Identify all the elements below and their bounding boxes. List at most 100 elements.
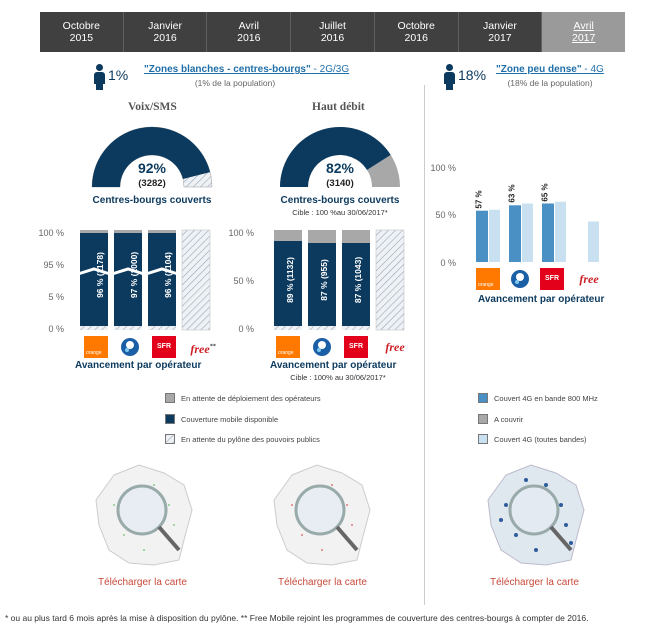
bouygues-logo	[121, 338, 139, 356]
map-4g[interactable]	[476, 455, 596, 575]
free-logo: free**	[190, 342, 216, 356]
legend-item: Couvert 4G en bande 800 MHz	[478, 393, 598, 403]
haut-gauge	[280, 127, 400, 187]
free-logo: free	[579, 272, 599, 286]
footnote: * ou au plus tard 6 mois après la mise à…	[5, 613, 589, 623]
timeline-tab[interactable]: Janvier 2017	[459, 12, 543, 52]
person-icon	[93, 64, 105, 90]
bar-4g-all-bands	[555, 201, 566, 262]
download-map-link[interactable]: Télécharger la carte	[490, 577, 579, 588]
bar-4g-all-bands	[588, 221, 599, 262]
timeline: Octobre 2015 Janvier 2016 Avril 2016 Juillet 20…	[40, 12, 626, 52]
axis-tick: 100 %	[430, 163, 456, 173]
bar-label: 65 %	[540, 182, 550, 202]
bar-label: 87 % (955)	[319, 259, 329, 301]
bar-covered	[148, 233, 176, 330]
voix-bar-chart	[77, 229, 211, 331]
axis-break	[111, 267, 145, 276]
download-map-link[interactable]: Télécharger la carte	[98, 577, 187, 588]
4g-bar-chart	[476, 201, 599, 262]
bar-pending-pylon	[148, 326, 176, 330]
map-haut[interactable]	[262, 455, 382, 575]
axis-tick: 0 %	[440, 258, 456, 268]
axis-tick: 5 %	[48, 292, 64, 302]
bar-covered	[308, 243, 336, 330]
legend-item: A couvrir	[478, 414, 523, 424]
sfr-logo: SFR	[152, 336, 176, 358]
progress-label: Avancement par opérateur	[270, 360, 397, 371]
bar-pending-pylon	[181, 229, 211, 331]
axis-tick: 100 %	[228, 228, 254, 238]
bar-covered	[80, 233, 108, 330]
bar-4g-all-bands	[489, 209, 500, 262]
voix-gauge-count: (3282)	[138, 178, 166, 189]
bar-covered	[114, 233, 142, 330]
magnifier-icon	[294, 484, 346, 536]
bar-pending-pylon	[375, 229, 405, 331]
legend-item: En attente de déploiement des opérateurs	[165, 393, 321, 403]
haut-gauge-count: (3140)	[326, 178, 354, 189]
timeline-tab[interactable]: Janvier 2016	[124, 12, 208, 52]
bouygues-logo	[511, 270, 529, 288]
zone1-pct: 1%	[108, 67, 129, 83]
download-map-link[interactable]: Télécharger la carte	[278, 577, 367, 588]
sfr-logo: SFR	[540, 268, 564, 290]
bar-covered	[342, 243, 370, 330]
magnifier-icon	[508, 484, 560, 536]
haut-gauge-pct: 82%	[325, 160, 355, 176]
axis-tick: 0 %	[238, 324, 254, 334]
orange-logo: orange	[84, 336, 108, 358]
bar-pending-pylon	[114, 326, 142, 330]
sfr-logo: SFR	[344, 336, 368, 358]
zone2-sub: (18% de la population)	[507, 78, 593, 88]
haut-title: Haut débit	[312, 101, 365, 113]
zone1-link[interactable]: "Zones blanches - centres-bourgs" - 2G/3…	[144, 64, 350, 75]
progress-note: Cible : 100% au 30/06/2017*	[290, 373, 386, 382]
timeline-tab[interactable]: Avril 2016	[207, 12, 292, 52]
bar-pending-pylon	[80, 326, 108, 330]
timeline-tab[interactable]: Juillet 2016	[291, 12, 375, 52]
zone2-link[interactable]: "Zone peu dense" - 4G	[496, 64, 604, 75]
person-icon	[443, 64, 455, 90]
bouygues-logo	[313, 338, 331, 356]
bar-label: 96 % (1104)	[163, 252, 173, 298]
timeline-tab[interactable]: Octobre 2016	[375, 12, 459, 52]
bar-4g-800mhz	[542, 203, 554, 262]
divider	[424, 85, 425, 605]
bar-4g-all-bands	[522, 203, 533, 262]
voix-gauge-pct: 92%	[137, 160, 167, 176]
haut-gauge-label: Centres-bourgs couverts	[280, 195, 400, 206]
bar-label: 89 % (1132)	[285, 257, 295, 303]
bar-pending-pylon	[274, 326, 302, 330]
free-logo: free	[385, 340, 405, 354]
voix-gauge-label: Centres-bourgs couverts	[92, 195, 212, 206]
bar-covered	[274, 241, 302, 330]
bar-4g-800mhz	[509, 205, 521, 262]
legend-item: Couverture mobile disponible	[165, 414, 278, 424]
zone1-sub: (1% de la population)	[194, 78, 276, 88]
bar-label: 96 % (1178)	[95, 252, 105, 298]
axis-tick: 100 %	[38, 228, 64, 238]
orange-logo: orange	[276, 336, 300, 358]
axis-break	[145, 267, 179, 276]
axis-break	[77, 267, 111, 276]
map-voix[interactable]	[84, 455, 204, 575]
progress-label: Avancement par opérateur	[75, 360, 202, 371]
bar-pending-pylon	[308, 326, 336, 330]
bar-pending-pylon	[342, 326, 370, 330]
bar-label: 63 %	[507, 184, 517, 203]
zone2-pct: 18%	[458, 67, 487, 83]
progress-label: Avancement par opérateur	[478, 294, 605, 305]
haut-gauge-note: Cible : 100 %au 30/06/2017*	[292, 208, 388, 217]
timeline-tab[interactable]: Avril 2017	[542, 12, 626, 52]
legend-item: Couvert 4G (toutes bandes)	[478, 434, 587, 444]
voix-title: Voix/SMS	[128, 101, 177, 113]
magnifier-icon	[116, 484, 168, 536]
bar-label: 57 %	[474, 190, 484, 209]
axis-tick: 0 %	[48, 324, 64, 334]
haut-bar-chart	[274, 229, 405, 331]
voix-gauge	[91, 126, 213, 188]
bar-label: 87 % (1043)	[353, 256, 363, 304]
timeline-tab[interactable]: Octobre 2015	[40, 12, 124, 52]
orange-logo: orange	[476, 268, 500, 290]
